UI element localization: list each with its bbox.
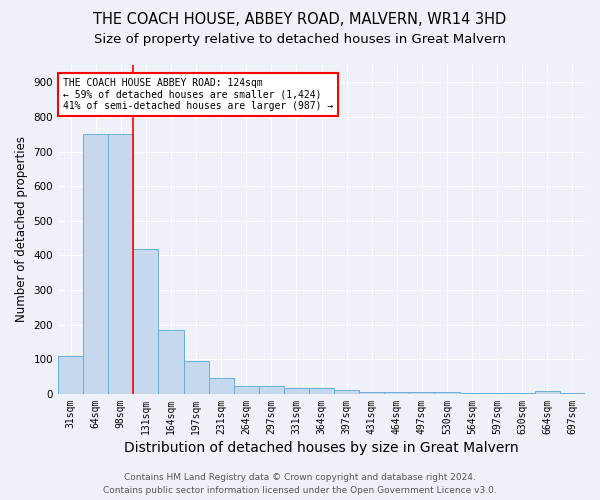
Bar	[184, 361, 209, 394]
Text: THE COACH HOUSE, ABBEY ROAD, MALVERN, WR14 3HD: THE COACH HOUSE, ABBEY ROAD, MALVERN, WR…	[94, 12, 506, 28]
Bar	[334, 390, 359, 394]
Bar	[359, 392, 384, 394]
Bar	[409, 392, 434, 394]
Bar	[384, 392, 409, 394]
Bar	[158, 330, 184, 394]
Bar	[233, 386, 259, 394]
Bar	[284, 388, 309, 394]
Bar	[434, 392, 460, 394]
Text: Size of property relative to detached houses in Great Malvern: Size of property relative to detached ho…	[94, 32, 506, 46]
Bar	[83, 134, 108, 394]
Y-axis label: Number of detached properties: Number of detached properties	[15, 136, 28, 322]
Bar	[535, 391, 560, 394]
Bar	[209, 378, 233, 394]
Bar	[133, 248, 158, 394]
Text: THE COACH HOUSE ABBEY ROAD: 124sqm
← 59% of detached houses are smaller (1,424)
: THE COACH HOUSE ABBEY ROAD: 124sqm ← 59%…	[64, 78, 334, 112]
Text: Contains HM Land Registry data © Crown copyright and database right 2024.
Contai: Contains HM Land Registry data © Crown c…	[103, 474, 497, 495]
Bar	[309, 388, 334, 394]
X-axis label: Distribution of detached houses by size in Great Malvern: Distribution of detached houses by size …	[124, 441, 519, 455]
Bar	[259, 386, 284, 394]
Bar	[108, 134, 133, 394]
Bar	[58, 356, 83, 394]
